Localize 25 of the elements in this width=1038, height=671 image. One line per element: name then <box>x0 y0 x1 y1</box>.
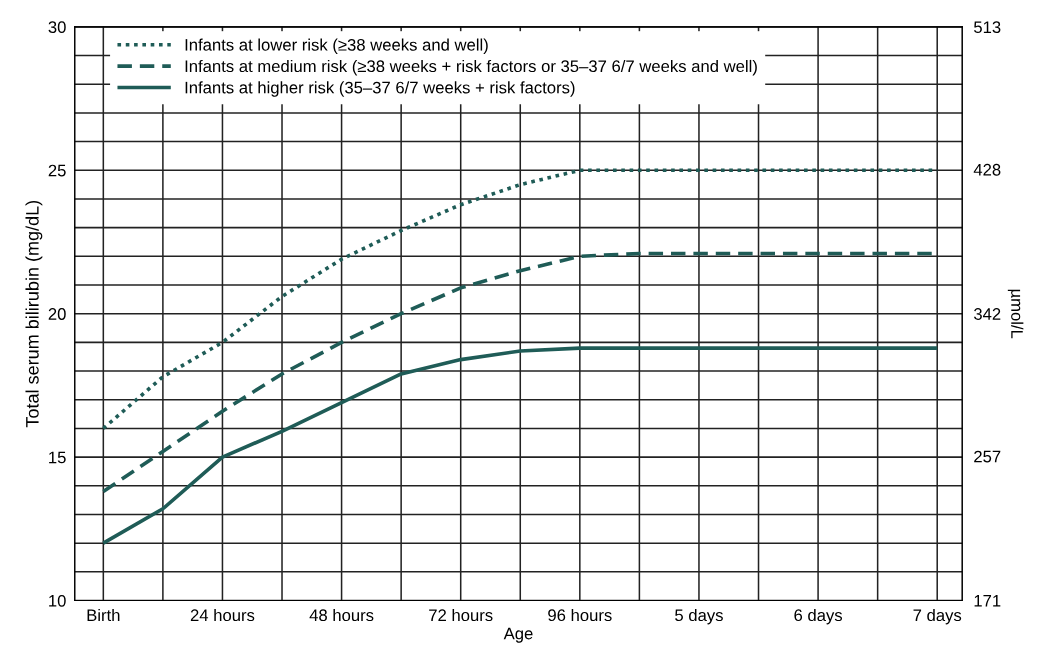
x-tick-label: 72 hours <box>429 608 493 622</box>
legend-label: Infants at medium risk (≥38 weeks + risk factors or 35–37 6/7 weeks and well) <box>185 59 757 76</box>
x-tick-label: 48 hours <box>309 608 374 622</box>
x-tick-label: 96 hours <box>548 608 612 622</box>
y2-tick-label: 428 <box>973 163 1001 176</box>
y-tick-label: 25 <box>48 164 66 177</box>
y2-tick-label: 342 <box>973 308 1001 320</box>
y-axis-title: Total serum bilirubin (mg/dL) <box>25 200 43 428</box>
y-tick-label: 15 <box>49 451 66 464</box>
x-tick-label: 5 days <box>675 608 723 625</box>
line-series <box>101 346 940 545</box>
y2-axis-title: µmol/L <box>1007 289 1024 339</box>
y2-tick-label: 513 <box>974 21 1001 34</box>
y2-tick-label: 171 <box>974 595 1001 607</box>
x-axis-title: Age <box>503 627 533 643</box>
x-tick-label: 24 hours <box>190 608 255 622</box>
y-tick-label: 20 <box>48 308 66 320</box>
y2-tick-label: 257 <box>974 450 1001 463</box>
x-tick-label: Birth <box>87 608 120 622</box>
y-tick-label: 30 <box>48 21 66 34</box>
x-tick-label: 7 days <box>913 608 962 625</box>
legend-label: Infants at higher risk (35–37 6/7 weeks + risk factors) <box>185 81 575 97</box>
y-tick-label: 10 <box>49 594 66 607</box>
legend-label: Infants at lower risk (≥38 weeks and well) <box>185 38 488 55</box>
x-tick-label: 6 days <box>794 608 843 625</box>
